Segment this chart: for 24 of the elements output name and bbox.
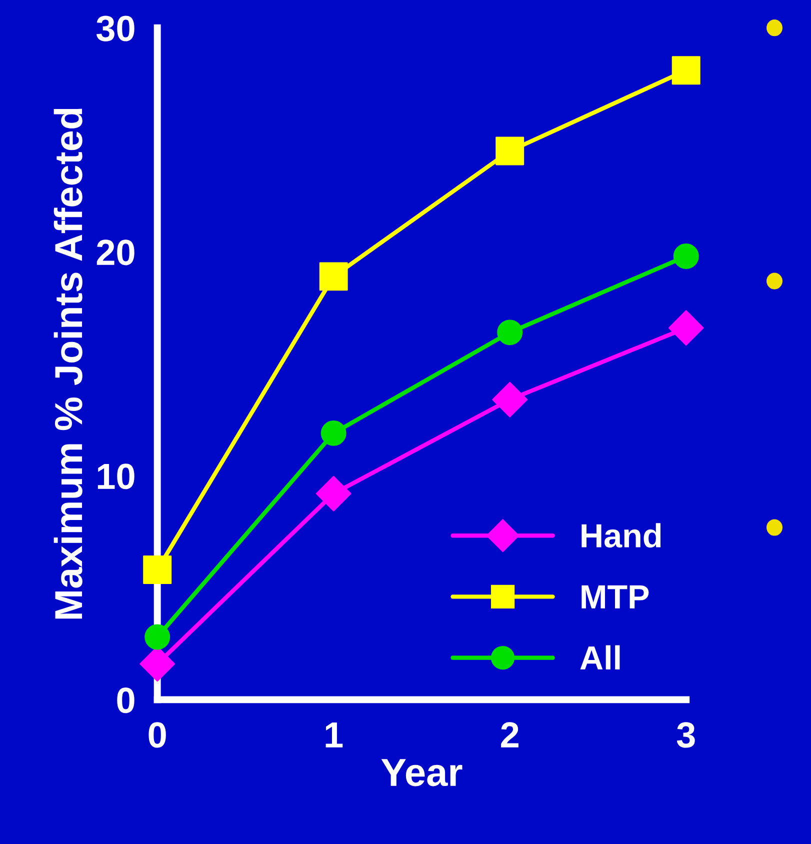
- x-axis-title: Year: [381, 759, 462, 786]
- point: [668, 310, 704, 346]
- point: [672, 56, 700, 85]
- point: [496, 136, 524, 166]
- y-tick-label: 20: [96, 240, 134, 266]
- x-tick-label: 2: [501, 722, 518, 748]
- y-tick-label: 30: [96, 16, 134, 42]
- point: [316, 476, 352, 512]
- point: [497, 320, 523, 346]
- point: [673, 244, 699, 269]
- point: [143, 556, 172, 584]
- point: [320, 420, 346, 446]
- legend-label: MTP: [582, 585, 649, 608]
- point: [492, 382, 528, 418]
- x-tick-label: 3: [676, 722, 695, 748]
- legend-label: Hand: [582, 523, 661, 548]
- y-tick-label: 10: [98, 464, 134, 490]
- y-tick-label: 0: [117, 688, 134, 714]
- point: [144, 624, 170, 650]
- x-tick-label: 1: [326, 722, 343, 748]
- x-tick-label: 0: [148, 722, 166, 748]
- y-axis-title: Maximum % Joints Affected: [54, 108, 82, 619]
- point: [319, 262, 348, 291]
- legend-label: All: [580, 645, 620, 670]
